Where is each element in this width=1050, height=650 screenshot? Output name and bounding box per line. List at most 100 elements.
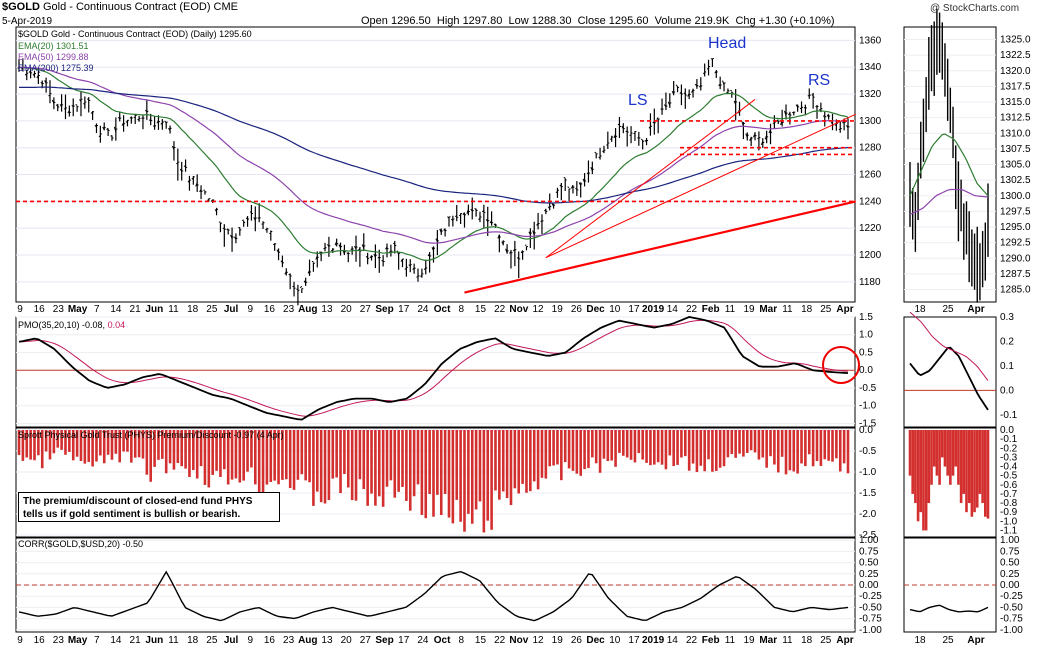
phys-bar (265, 430, 269, 485)
price-bar-open (470, 208, 473, 212)
phys-bar (649, 430, 652, 466)
zoom-phys-bar (970, 430, 974, 517)
price-bar-open (660, 107, 663, 110)
phys-bar (40, 430, 44, 469)
phys-bar (563, 430, 567, 463)
price-bar-open (32, 73, 35, 77)
phys-bar (784, 430, 788, 475)
phys-bar (443, 430, 447, 494)
legend-ema50: EMA(50) 1299.88 (18, 52, 89, 62)
price-bar-open (834, 124, 837, 126)
phys-bar (625, 430, 629, 458)
zoom-y-tick-label: 1307.5 (1000, 144, 1031, 155)
price-bar-open (578, 182, 582, 187)
price-bar-open (683, 92, 686, 95)
header-date: 5-Apr-2019 (2, 16, 53, 27)
bottom-x-tick-label: May (68, 635, 88, 646)
phys-bar (517, 430, 521, 494)
phys-bar (478, 430, 482, 502)
phys-bar (17, 430, 21, 456)
phys-bar (106, 430, 110, 455)
phys-bar (168, 430, 172, 464)
bottom-x-tick-label: 9 (247, 635, 253, 646)
phys-bar (776, 430, 780, 473)
pmo-y-tick-label: -1.0 (859, 401, 877, 412)
price-bar-open (284, 271, 287, 275)
legend-price: $GOLD Gold - Continuous Contract (EOD) (… (18, 29, 252, 39)
phys-bar (668, 430, 672, 456)
watermark: @ StockCharts.com (930, 3, 1020, 14)
bottom-x-tick-label: 14 (667, 635, 679, 646)
price-bar-open (276, 249, 279, 253)
exchange: CME (213, 1, 238, 13)
zoom-ema50-line (909, 188, 989, 216)
price-bar-open (160, 122, 163, 125)
phys-bar (807, 430, 811, 455)
phys-bar (467, 430, 470, 514)
price-bar-open (784, 110, 787, 117)
phys-bar (281, 430, 284, 480)
price-bar-open (776, 119, 779, 122)
phys-bar (199, 430, 203, 467)
price-bar-open (48, 94, 51, 97)
price-bar-open (67, 110, 70, 114)
phys-y-tick-label: -1.5 (859, 488, 877, 499)
price-bar-open (113, 126, 117, 132)
price-bar-open (420, 275, 423, 277)
phys-bar (48, 430, 52, 460)
price-bar-open (288, 273, 291, 276)
price-bar-open (435, 238, 438, 242)
zoom-y-tick-label: 1320.0 (1000, 66, 1031, 77)
price-bar-open (439, 228, 442, 233)
price-bar-open (203, 189, 206, 192)
zoom-phys-tick-label: -0.6 (1000, 480, 1018, 491)
zoom-phys-bar (984, 430, 987, 517)
phys-bar (424, 430, 428, 519)
phys-bar (428, 430, 431, 495)
x-tick-label: Jun (145, 304, 163, 315)
phys-bar (556, 430, 559, 465)
phys-bar (219, 430, 222, 477)
trendline (464, 200, 856, 294)
price-bar-open (55, 104, 59, 107)
trendline (545, 99, 756, 259)
phys-bar (211, 430, 214, 475)
phys-bar (734, 430, 737, 458)
zoom-corr-tick-label: -1.00 (1000, 625, 1023, 636)
zoom-corr-line (909, 604, 989, 613)
price-bar-open (447, 216, 450, 219)
phys-bar (683, 430, 687, 457)
phys-bar (226, 430, 230, 485)
x-tick-label: 11 (725, 304, 736, 315)
price-bar-open (667, 101, 671, 106)
bottom-x-tick-label: 17 (628, 635, 640, 646)
x-tick-label: 14 (110, 304, 122, 315)
close-value: 1295.60 (608, 15, 649, 27)
zoom-phys-tick-label: -1.1 (1000, 525, 1018, 536)
phys-bar (354, 430, 358, 501)
price-bar-open (458, 214, 461, 217)
label-left-shoulder: LS (628, 92, 648, 109)
price-bar-open (846, 125, 849, 129)
phys-y-tick-label: -0.5 (859, 446, 877, 457)
price-bar-open (799, 107, 802, 110)
price-bar-open (110, 134, 113, 137)
phys-bar (641, 430, 644, 460)
phys-bar (540, 430, 544, 478)
price-bar-open (381, 259, 384, 262)
bottom-x-tick-label: Nov (509, 635, 528, 646)
price-bar-open (373, 253, 376, 258)
phys-bar (230, 430, 234, 480)
phys-bar (242, 430, 245, 481)
phys-bar (664, 430, 668, 470)
phys-bar (261, 430, 265, 494)
phys-bar (246, 430, 249, 472)
price-bar-open (385, 246, 388, 250)
zoom-bottom-x-tick-label: Apr (967, 635, 984, 646)
phys-bar (439, 430, 443, 516)
price-bar-open (590, 167, 593, 171)
x-tick-label: 22 (494, 304, 506, 315)
phys-bar (691, 430, 695, 464)
bottom-x-tick-label: 18 (801, 635, 813, 646)
zoom-phys-bar (938, 430, 941, 485)
